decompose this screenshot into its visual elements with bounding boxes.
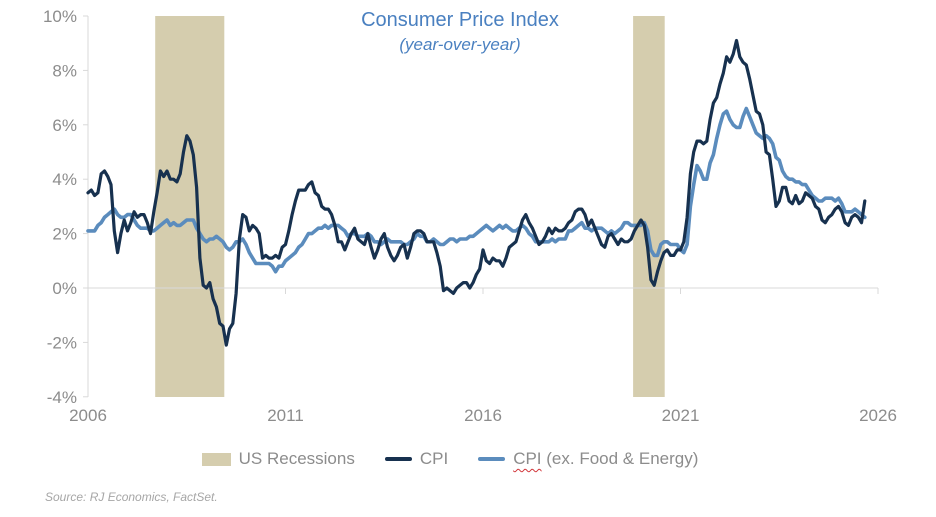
cpi-chart: 10% 8% 6% 4% 2% 0% -2% -4%2006 2011 2016 2021 2026 xyxy=(43,7,897,425)
y-axis-label: 10% xyxy=(43,7,77,26)
x-axis-label: 2026 xyxy=(859,406,897,425)
legend-item-cpi: CPI xyxy=(384,449,449,469)
recession-band xyxy=(155,16,225,397)
y-axis-label: 6% xyxy=(52,116,77,135)
recession-swatch xyxy=(201,452,231,466)
cpi-series-line xyxy=(86,38,867,347)
legend-label-core-cpi: CPI (ex. Food & Energy) xyxy=(513,449,698,469)
source-note: Source: RJ Economics, FactSet. xyxy=(45,490,218,504)
legend-item-recessions: US Recessions xyxy=(201,449,355,469)
y-axis-label: -4% xyxy=(47,388,77,407)
recession-band xyxy=(633,16,665,397)
legend-label-core-cpi-rest: (ex. Food & Energy) xyxy=(541,449,699,468)
cpi-line-swatch xyxy=(384,457,412,461)
core-cpi-line-swatch xyxy=(478,457,506,461)
legend: US Recessions CPI CPI (ex. Food & Energy… xyxy=(0,449,900,469)
legend-label-cpi: CPI xyxy=(419,449,449,468)
y-axis-label: 4% xyxy=(52,170,77,189)
x-axis-label: 2021 xyxy=(662,406,700,425)
y-axis-label: 8% xyxy=(52,61,77,80)
y-axis-label: 0% xyxy=(52,279,77,298)
x-axis-label: 2011 xyxy=(267,406,304,425)
legend-label-core-cpi-word: CPI xyxy=(513,449,542,468)
legend-label-recessions: US Recessions xyxy=(238,449,355,468)
core-cpi-series-line xyxy=(86,106,867,274)
x-axis-label: 2006 xyxy=(69,406,107,425)
y-axis-label: -2% xyxy=(47,333,77,352)
x-axis-label: 2016 xyxy=(464,406,502,425)
y-axis-label: 2% xyxy=(52,225,77,244)
legend-item-core-cpi: CPI (ex. Food & Energy) xyxy=(478,449,698,469)
